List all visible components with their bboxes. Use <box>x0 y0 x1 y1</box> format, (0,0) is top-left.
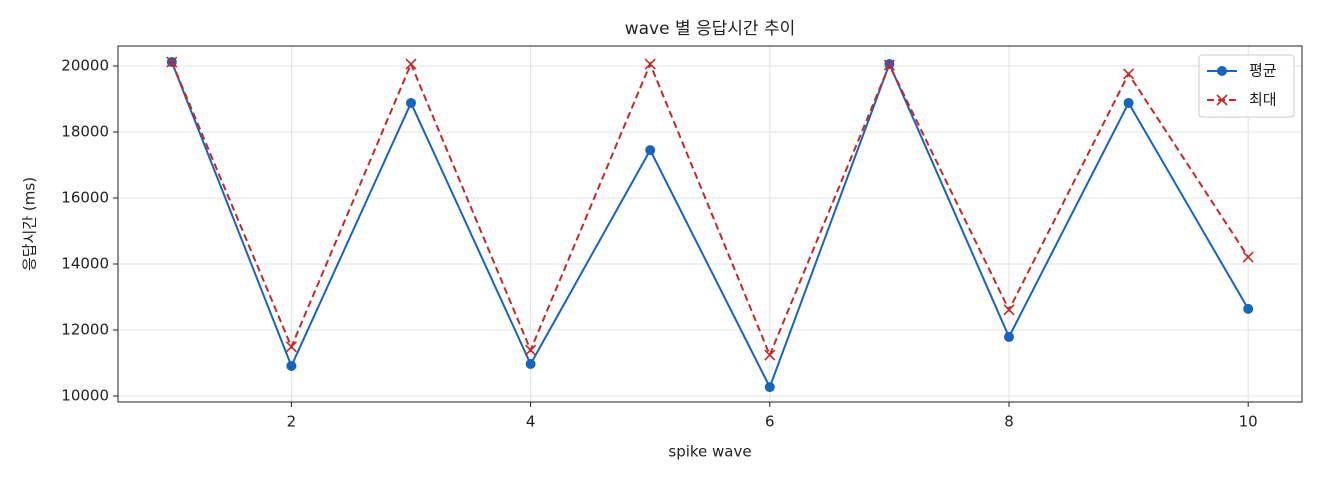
marker <box>1243 303 1254 314</box>
legend-marker <box>1217 66 1227 76</box>
marker <box>764 382 775 393</box>
marker <box>1003 304 1015 316</box>
y-tick-label: 10000 <box>61 386 109 404</box>
marker <box>166 56 178 68</box>
x-tick-label: 10 <box>1239 413 1258 431</box>
marker <box>1242 251 1254 263</box>
marker <box>1123 68 1135 80</box>
legend-label: 평균 <box>1249 62 1277 80</box>
y-tick-label: 12000 <box>61 320 109 338</box>
series-line <box>170 61 1250 390</box>
marker <box>525 358 536 369</box>
marker <box>406 97 417 108</box>
x-tick-label: 4 <box>526 413 536 431</box>
legend-marker <box>1216 94 1228 106</box>
marker <box>525 344 537 356</box>
marker <box>285 341 297 353</box>
legend-box <box>1198 54 1295 118</box>
x-tick-label: 6 <box>765 413 775 431</box>
y-axis-label: 응답시간 (ms) <box>21 177 39 271</box>
y-tick-label: 18000 <box>61 122 109 140</box>
marker <box>286 360 297 371</box>
x-axis-label: spike wave <box>668 443 751 461</box>
marker <box>764 349 776 361</box>
series-line <box>170 61 1250 358</box>
x-tick-label: 8 <box>1004 413 1014 431</box>
y-tick-label: 16000 <box>61 188 109 206</box>
marker <box>1123 97 1134 108</box>
y-tick-label: 14000 <box>61 254 109 272</box>
plot-frame <box>117 45 1303 403</box>
marker <box>644 58 656 70</box>
x-tick-label: 2 <box>287 413 297 431</box>
chart-title: wave 별 응답시간 추이 <box>625 19 796 39</box>
marker <box>645 145 656 156</box>
marker <box>405 58 417 70</box>
marker <box>1003 331 1014 342</box>
legend-label: 최대 <box>1249 91 1277 109</box>
marker <box>883 59 895 71</box>
y-tick-label: 20000 <box>61 56 109 74</box>
